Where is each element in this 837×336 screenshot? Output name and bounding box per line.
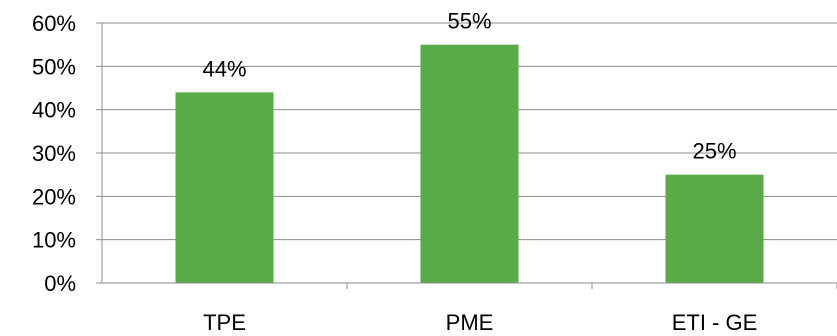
y-tick-label: 10% — [32, 228, 76, 253]
x-category-label: PME — [446, 310, 494, 335]
bars — [175, 44, 764, 283]
y-tick-label: 20% — [32, 184, 76, 209]
y-tick-label: 40% — [32, 98, 76, 123]
y-tick-label: 30% — [32, 141, 76, 166]
data-label: 44% — [202, 56, 246, 81]
x-category-label: ETI - GE — [672, 310, 758, 335]
y-tick-label: 50% — [32, 54, 76, 79]
axes — [96, 22, 837, 289]
y-tick-label: 0% — [44, 271, 76, 296]
data-label: 25% — [692, 139, 736, 164]
bar-tpe — [175, 92, 274, 283]
y-tick-label: 60% — [32, 11, 76, 36]
x-category-label: TPE — [203, 310, 246, 335]
labels: 0% 10% 20% 30% 40% 50% 60% 44% TPE 55% PME 25% ETI -… — [32, 9, 757, 335]
bar-eti-ge — [665, 174, 764, 283]
bar-pme — [420, 44, 519, 283]
data-label: 55% — [447, 9, 491, 34]
